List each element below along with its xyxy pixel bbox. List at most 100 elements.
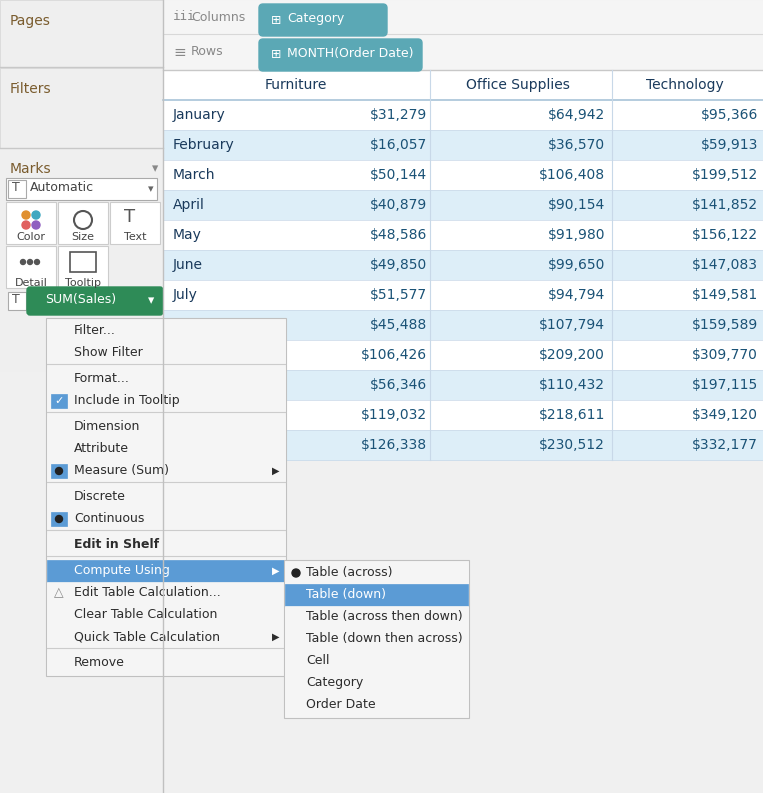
Bar (110, 202, 160, 244)
Text: T: T (12, 181, 20, 194)
Text: December: December (173, 438, 245, 452)
Text: Show Filter: Show Filter (74, 346, 143, 359)
Text: January: January (173, 108, 226, 122)
Bar (47, 534, 285, 556)
Bar (6, 246, 56, 288)
Text: $156,122: $156,122 (692, 228, 758, 242)
Bar (285, 606, 468, 628)
Text: Clear Table Calculation: Clear Table Calculation (74, 608, 217, 621)
Text: $90,154: $90,154 (548, 198, 605, 212)
Bar (51, 394, 67, 408)
Text: Size: Size (72, 232, 95, 242)
Text: $197,115: $197,115 (692, 378, 758, 392)
Bar (47, 438, 285, 460)
Text: △: △ (54, 587, 64, 600)
Text: Dimension: Dimension (74, 420, 140, 433)
Bar (285, 562, 468, 584)
Bar (0, 68, 163, 148)
Bar (47, 582, 285, 604)
Text: MONTH(Order Date): MONTH(Order Date) (287, 47, 414, 60)
Bar (163, 280, 763, 310)
Text: $51,577: $51,577 (370, 288, 427, 302)
Text: ▶: ▶ (272, 466, 280, 476)
Text: $199,512: $199,512 (692, 168, 758, 182)
Bar (285, 584, 468, 606)
Text: $40,879: $40,879 (370, 198, 427, 212)
Text: Include in Tooltip: Include in Tooltip (74, 394, 179, 407)
Bar (51, 464, 67, 478)
Bar (163, 340, 763, 370)
Circle shape (22, 211, 30, 219)
Text: $64,942: $64,942 (548, 108, 605, 122)
Text: Filters: Filters (10, 82, 52, 96)
Bar (47, 342, 285, 364)
Text: Tooltip: Tooltip (65, 278, 101, 288)
Text: Text: Text (124, 232, 146, 242)
Text: $49,850: $49,850 (370, 258, 427, 272)
Text: Order Date: Order Date (306, 698, 375, 711)
Text: Color: Color (17, 232, 46, 242)
Text: Remove: Remove (74, 656, 125, 669)
Text: $110,432: $110,432 (539, 378, 605, 392)
Text: Format...: Format... (74, 372, 130, 385)
Text: SUM(Sales): SUM(Sales) (45, 293, 116, 306)
Text: $107,794: $107,794 (539, 318, 605, 332)
Text: Technology: Technology (646, 78, 724, 92)
Text: Automatic: Automatic (30, 181, 94, 194)
Bar (70, 252, 96, 272)
Text: $36,570: $36,570 (548, 138, 605, 152)
Bar (284, 560, 469, 718)
Text: ⊞: ⊞ (271, 48, 282, 62)
Text: Cell: Cell (306, 654, 330, 667)
Text: September: September (173, 348, 250, 362)
Bar (47, 626, 285, 648)
Text: $50,144: $50,144 (370, 168, 427, 182)
Text: ▶: ▶ (272, 632, 280, 642)
Bar (8, 292, 26, 310)
FancyBboxPatch shape (27, 287, 163, 315)
Bar (163, 100, 763, 130)
FancyBboxPatch shape (259, 4, 387, 36)
Bar (163, 310, 763, 340)
Text: Columns: Columns (191, 11, 245, 24)
Circle shape (56, 468, 63, 474)
Text: ▾: ▾ (148, 184, 154, 194)
FancyBboxPatch shape (259, 39, 422, 71)
Bar (285, 672, 468, 694)
Text: June: June (173, 258, 203, 272)
Text: ✓: ✓ (54, 396, 63, 406)
Text: iii: iii (173, 10, 195, 24)
Text: Category: Category (306, 676, 363, 689)
Text: Table (down then across): Table (down then across) (306, 632, 462, 645)
Text: ▾: ▾ (152, 162, 158, 175)
Bar (285, 628, 468, 650)
Text: $106,408: $106,408 (539, 168, 605, 182)
Text: $218,611: $218,611 (539, 408, 605, 422)
Text: February: February (173, 138, 235, 152)
Text: April: April (173, 198, 205, 212)
Text: Discrete: Discrete (74, 490, 126, 503)
Text: $99,650: $99,650 (548, 258, 605, 272)
Bar (47, 560, 285, 582)
Text: Marks: Marks (10, 162, 52, 176)
Bar (47, 652, 285, 674)
Text: $119,032: $119,032 (361, 408, 427, 422)
Bar (0, 0, 163, 67)
Bar (46, 318, 286, 676)
Bar (58, 202, 108, 244)
Text: Quick Table Calculation: Quick Table Calculation (74, 630, 220, 643)
Text: $159,589: $159,589 (692, 318, 758, 332)
Text: Category: Category (287, 12, 344, 25)
Text: Table (down): Table (down) (306, 588, 386, 601)
Text: $91,980: $91,980 (548, 228, 605, 242)
Bar (163, 220, 763, 250)
Text: $16,057: $16,057 (370, 138, 427, 152)
Text: ▾: ▾ (148, 294, 154, 308)
Circle shape (27, 259, 33, 265)
Bar (163, 70, 763, 100)
Bar (0, 149, 163, 371)
Text: Measure (Sum): Measure (Sum) (74, 464, 169, 477)
Text: March: March (173, 168, 215, 182)
Circle shape (34, 259, 40, 265)
Bar (285, 694, 468, 716)
